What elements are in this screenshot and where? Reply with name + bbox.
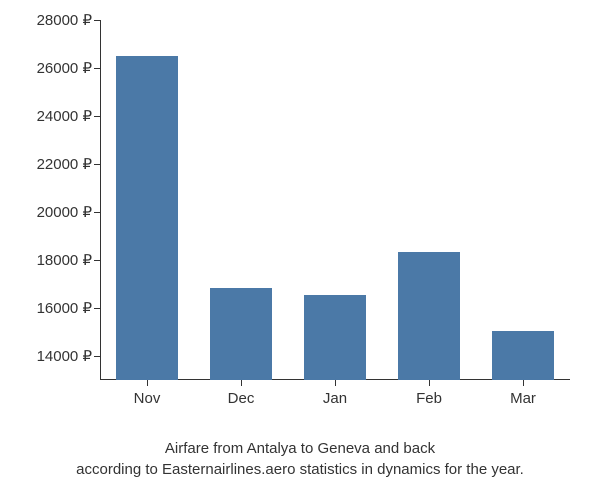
- x-tick-label: Mar: [510, 380, 536, 407]
- y-tick-label: 16000 ₽: [37, 299, 100, 317]
- caption-line: according to Easternairlines.aero statis…: [0, 459, 600, 480]
- bar: [492, 331, 554, 380]
- y-axis-line: [100, 20, 101, 380]
- x-tick-label: Nov: [134, 380, 161, 407]
- x-tick-label: Dec: [228, 380, 255, 407]
- bar: [116, 56, 178, 380]
- y-tick-label: 14000 ₽: [37, 347, 100, 365]
- airfare-bar-chart: 14000 ₽ 16000 ₽ 18000 ₽ 20000 ₽ 22000 ₽ 24000…: [0, 0, 600, 500]
- y-tick-label: 24000 ₽: [37, 107, 100, 125]
- bar: [398, 252, 460, 380]
- y-tick-label: 18000 ₽: [37, 251, 100, 269]
- x-tick-label: Feb: [416, 380, 442, 407]
- y-tick-label: 22000 ₽: [37, 155, 100, 173]
- y-tick-label: 26000 ₽: [37, 59, 100, 77]
- bar: [304, 295, 366, 380]
- plot-area: 14000 ₽16000 ₽18000 ₽20000 ₽22000 ₽24000…: [100, 20, 570, 380]
- x-tick-label: Jan: [323, 380, 347, 407]
- bar: [210, 288, 272, 380]
- chart-caption: Airfare from Antalya to Geneva and backa…: [0, 438, 600, 480]
- caption-line: Airfare from Antalya to Geneva and back: [0, 438, 600, 459]
- y-tick-label: 20000 ₽: [37, 203, 100, 221]
- y-tick-label: 28000 ₽: [37, 11, 100, 29]
